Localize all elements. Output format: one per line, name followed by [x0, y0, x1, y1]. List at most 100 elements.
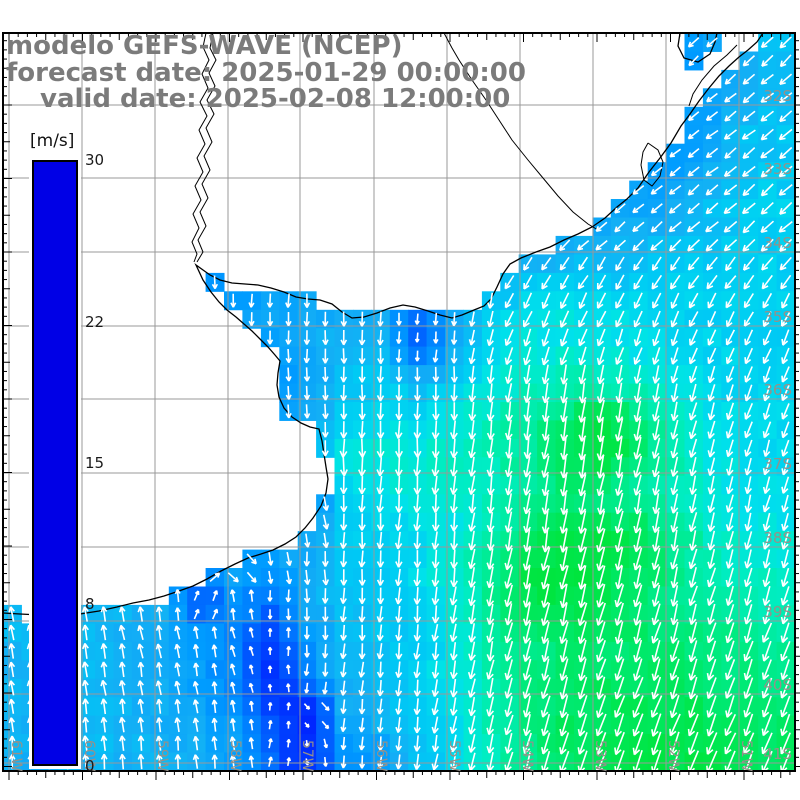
wind-arrow: [285, 683, 291, 693]
wind-arrow: [394, 438, 404, 458]
wind-arrow: [304, 644, 310, 658]
wind-arrow: [725, 347, 735, 365]
wind-arrow: [267, 646, 273, 655]
wind-arrow: [670, 365, 679, 384]
wind-arrow: [395, 661, 403, 679]
wind-arrow: [743, 658, 753, 681]
wind-arrow: [688, 567, 697, 588]
wind-arrow: [652, 401, 660, 422]
wind-arrow: [668, 184, 682, 195]
wind-arrow: [394, 513, 403, 532]
wind-arrow: [687, 111, 700, 122]
wind-arrow: [762, 366, 771, 383]
wind-arrow: [596, 346, 606, 366]
wind-arrow: [248, 589, 255, 602]
wind-arrow: [339, 421, 348, 439]
wind-arrow: [688, 548, 698, 570]
wind-arrow: [8, 606, 15, 622]
wind-arrow: [633, 382, 642, 403]
wind-arrow: [689, 475, 698, 495]
wind-arrow: [541, 565, 550, 590]
wind-arrow: [268, 738, 273, 749]
wind-arrow: [395, 366, 403, 383]
wind-arrow: [632, 184, 645, 195]
wind-arrow: [431, 420, 440, 440]
wind-arrow: [523, 310, 533, 328]
wind-arrow: [155, 717, 163, 733]
wind-arrow: [322, 385, 329, 401]
wind-arrow: [394, 420, 403, 439]
wind-arrow: [760, 110, 774, 122]
wind-arrow: [450, 752, 458, 771]
wind-arrow: [633, 528, 642, 553]
wind-arrow: [560, 492, 569, 515]
wind-arrow: [449, 734, 458, 753]
wind-arrow: [486, 512, 495, 533]
wind-arrow: [652, 365, 661, 384]
wind-arrow: [743, 732, 755, 755]
wind-arrow: [578, 292, 588, 310]
wind-arrow: [414, 350, 420, 362]
wind-arrow: [670, 566, 679, 589]
wind-arrow: [100, 679, 108, 696]
colorbar-tick-label: 15: [85, 454, 105, 472]
wind-arrow: [633, 418, 642, 442]
wind-arrow: [192, 735, 200, 751]
wind-arrow: [577, 602, 588, 627]
wind-arrow: [155, 698, 163, 714]
wind-arrow: [395, 642, 403, 660]
wind-arrow: [541, 455, 550, 478]
wind-arrow: [449, 660, 458, 680]
wind-arrow: [705, 166, 719, 177]
wind-arrow: [578, 565, 587, 590]
wind-arrow: [540, 695, 551, 718]
wind-arrow: [578, 510, 587, 534]
wind-arrow: [633, 256, 644, 271]
wind-arrow: [174, 680, 181, 695]
wind-arrow: [670, 383, 679, 403]
wind-arrow: [633, 565, 642, 590]
wind-arrow: [633, 584, 643, 608]
wind-arrow: [358, 476, 366, 495]
wind-arrow: [762, 458, 771, 476]
wind-arrow: [267, 628, 273, 637]
wind-arrow: [614, 221, 626, 233]
wind-arrow: [303, 588, 311, 604]
wind-arrow: [632, 731, 644, 756]
wind-arrow: [376, 531, 384, 550]
wind-arrow: [762, 476, 771, 495]
wind-arrow: [303, 626, 310, 640]
wind-arrow: [781, 476, 790, 494]
wind-arrow: [394, 568, 403, 587]
wind-arrow: [376, 513, 385, 531]
wind-arrow: [358, 569, 366, 586]
valid-date-line: valid date: 2025-02-08 12:00:00: [40, 84, 511, 114]
wind-arrow: [376, 420, 385, 439]
wind-arrow: [780, 274, 792, 290]
wind-arrow: [559, 310, 570, 328]
wind-arrow: [468, 438, 476, 459]
wind-arrow: [230, 293, 237, 308]
wind-arrow: [707, 329, 717, 346]
wind-arrow: [376, 624, 384, 642]
wind-arrow: [650, 166, 663, 177]
wind-arrow: [742, 183, 756, 197]
wind-arrow: [504, 329, 514, 347]
wind-arrow: [395, 402, 403, 421]
wind-arrow: [615, 364, 624, 385]
wind-arrow: [376, 384, 385, 402]
wind-arrow: [174, 754, 182, 770]
wind-arrow: [431, 642, 440, 661]
wind-arrow: [559, 658, 569, 681]
wind-arrow: [468, 365, 477, 384]
wind-arrow: [285, 386, 292, 400]
wind-arrow: [137, 753, 145, 770]
wind-arrow: [486, 659, 495, 680]
wind-arrow: [248, 755, 255, 768]
wind-arrow: [504, 659, 513, 681]
wind-arrow: [413, 679, 421, 697]
wind-arrow: [413, 438, 422, 458]
wind-arrow: [688, 658, 698, 681]
wind-arrow: [248, 664, 254, 675]
wind-arrow: [450, 402, 459, 421]
